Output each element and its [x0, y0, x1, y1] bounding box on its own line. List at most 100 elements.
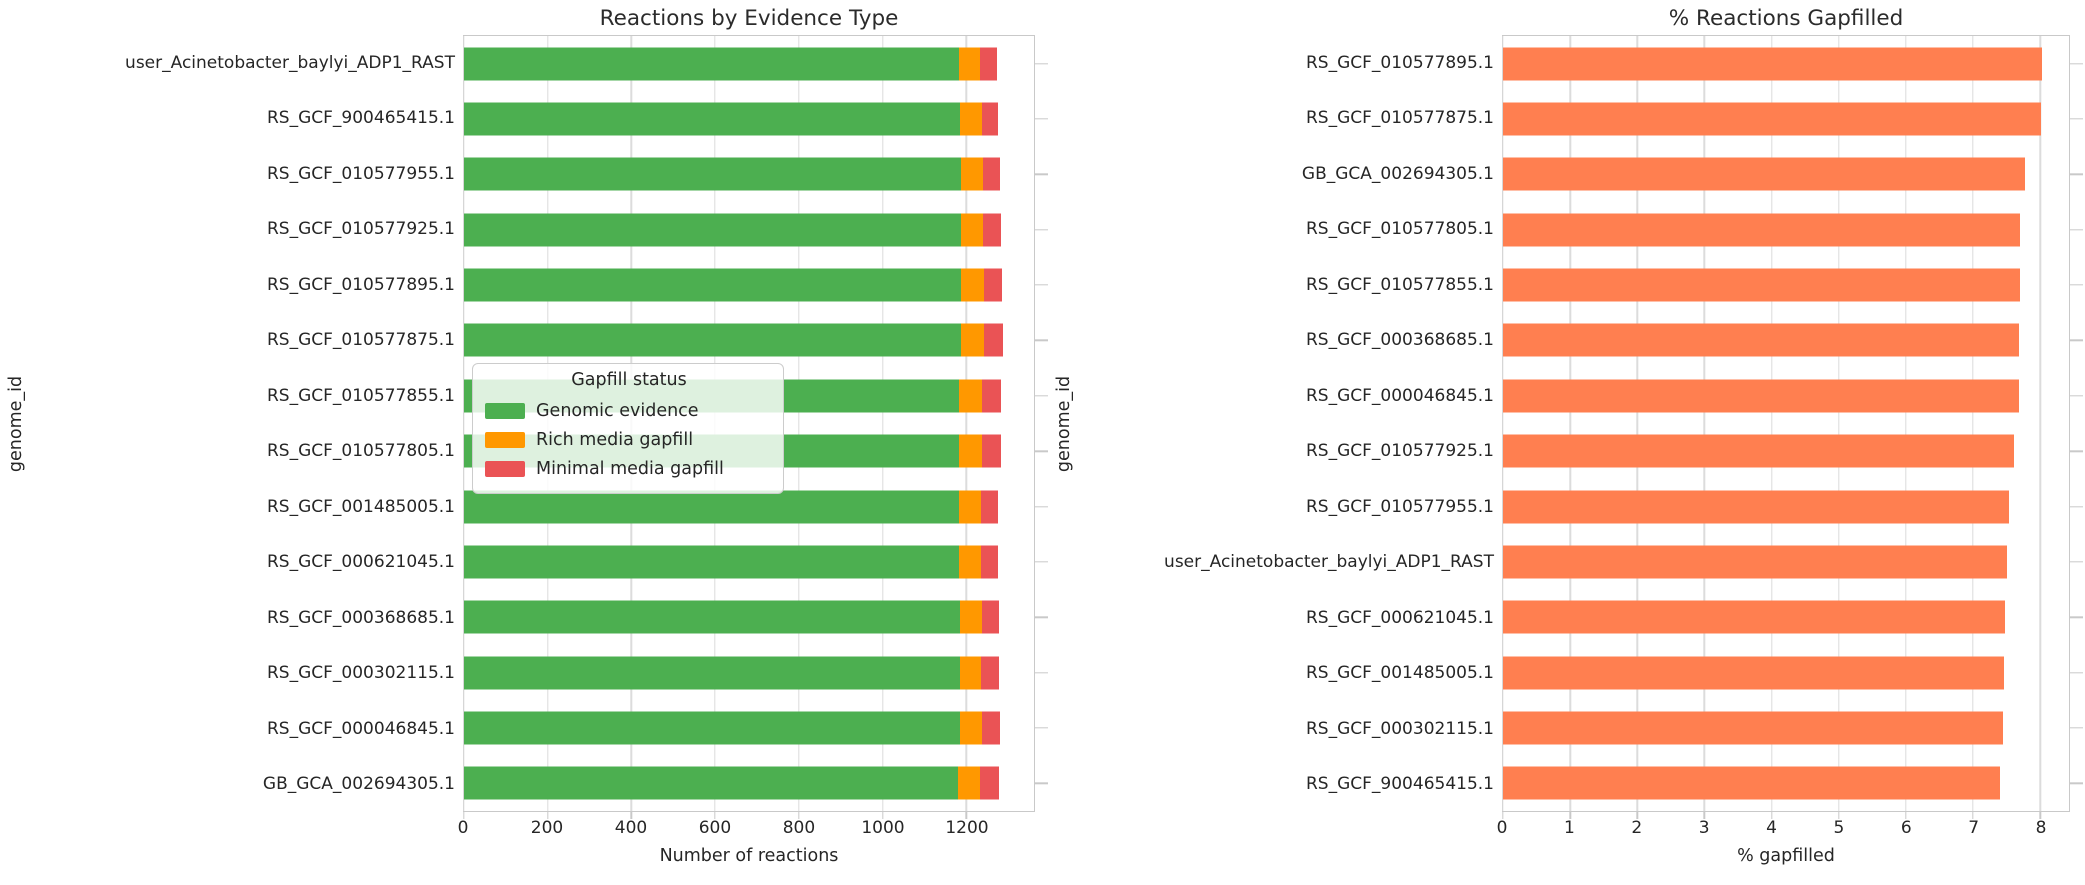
y-tick-mark — [1034, 616, 1048, 618]
bar-segment-minimal-media-gapfill — [984, 268, 1003, 302]
bar-row — [1503, 36, 2069, 91]
bar-segment-genomic-evidence — [464, 766, 958, 800]
bar-segment-genomic-evidence — [464, 47, 959, 81]
bar — [1503, 157, 2026, 191]
bar-segment-minimal-media-gapfill — [980, 490, 999, 524]
legend-swatch — [485, 431, 525, 448]
bar — [1503, 323, 2020, 357]
category-label: RS_GCF_010577855.1 — [267, 385, 455, 406]
x-tick-mark — [463, 811, 465, 819]
gridline — [1838, 36, 1840, 811]
bar-row — [464, 700, 1034, 755]
gapfill-legend: Gapfill status Genomic evidence Rich medi… — [472, 363, 784, 494]
bar-segment-minimal-media-gapfill — [980, 766, 1000, 800]
x-tick-mark — [965, 811, 967, 819]
legend-entry: Rich media gapfill — [485, 425, 773, 454]
gridline — [1502, 36, 1504, 811]
bar-segment-genomic-evidence — [464, 711, 960, 745]
x-tick-mark — [1905, 811, 1907, 819]
bar-row — [464, 36, 1034, 91]
x-tick-label: 3 — [1698, 818, 1710, 838]
x-tick-label: 1200 — [945, 818, 989, 838]
left-category-labels: user_Acinetobacter_baylyi_ADP1_RAST RS_GC… — [0, 35, 455, 812]
y-tick-mark — [1034, 62, 1048, 65]
bar — [1503, 490, 2010, 524]
category-label: RS_GCF_010577925.1 — [267, 219, 455, 240]
category-label: RS_GCF_000302115.1 — [1306, 718, 1494, 739]
y-tick-mark — [2069, 505, 2083, 508]
right-chart-title: % Reactions Gapfilled — [1668, 6, 1904, 31]
bar-row — [1503, 645, 2069, 700]
bar-segment-minimal-media-gapfill — [981, 102, 998, 136]
bar-segment-genomic-evidence — [464, 157, 961, 191]
bar-row — [464, 590, 1034, 645]
bar-segment-genomic-evidence — [464, 656, 960, 690]
category-label: user_Acinetobacter_baylyi_ADP1_RAST — [125, 52, 455, 73]
x-tick-label: 6 — [1900, 818, 1912, 838]
right-bar-layer — [1503, 36, 2083, 811]
category-label: RS_GCF_010577805.1 — [1306, 219, 1494, 240]
y-tick-mark — [2069, 616, 2083, 618]
gridline — [798, 36, 800, 811]
category-label: RS_GCF_900465415.1 — [1306, 774, 1494, 795]
x-tick-label: 1 — [1563, 818, 1575, 838]
bar — [1503, 102, 2042, 136]
bar-row — [464, 645, 1034, 700]
bar-row — [464, 257, 1034, 312]
y-tick-mark — [1034, 505, 1048, 508]
right-xtick-labels: 0 1 2 3 4 5 6 7 8 — [1497, 818, 2070, 842]
legend-swatch — [485, 402, 525, 419]
bar — [1503, 600, 2005, 634]
bar-segment-rich-media-gapfill — [960, 157, 983, 191]
bar-row — [464, 91, 1034, 146]
bar — [1503, 379, 2019, 413]
gridline — [1905, 36, 1907, 811]
gridline — [1770, 36, 1773, 811]
bar-segment-rich-media-gapfill — [959, 545, 981, 579]
x-tick-mark — [1838, 811, 1840, 819]
y-tick-mark — [1034, 727, 1048, 729]
bar-segment-minimal-media-gapfill — [984, 323, 1003, 357]
bar-row — [1503, 700, 2069, 755]
bar-row — [1503, 756, 2069, 811]
x-tick-mark — [2039, 811, 2041, 819]
x-tick-label: 7 — [1968, 818, 1980, 838]
category-label: RS_GCF_010577805.1 — [267, 441, 455, 462]
legend-label: Genomic evidence — [536, 400, 699, 421]
y-tick-mark — [1034, 395, 1048, 397]
bar-row — [464, 479, 1034, 534]
gridline — [881, 36, 884, 811]
bar-segment-rich-media-gapfill — [959, 656, 982, 690]
category-label: RS_GCF_000368685.1 — [1306, 330, 1494, 351]
y-tick-mark — [1034, 173, 1048, 176]
bar-segment-genomic-evidence — [464, 213, 961, 247]
bar-segment-genomic-evidence — [464, 323, 962, 357]
left-chart-title: Reactions by Evidence Type — [599, 6, 899, 31]
gridline — [1636, 36, 1638, 811]
y-tick-mark — [2069, 173, 2083, 176]
bar-segment-rich-media-gapfill — [961, 323, 985, 357]
bar-segment-minimal-media-gapfill — [982, 434, 1001, 468]
y-tick-mark — [1034, 229, 1048, 231]
bar-segment-rich-media-gapfill — [959, 490, 981, 524]
y-tick-mark — [1034, 339, 1048, 342]
y-tick-mark — [2069, 339, 2083, 342]
bar-segment-minimal-media-gapfill — [981, 656, 999, 690]
bar-row — [1503, 590, 2069, 645]
x-tick-mark — [546, 811, 549, 819]
gridline — [965, 36, 967, 811]
x-tick-mark — [1569, 811, 1571, 819]
x-tick-label: 8 — [2035, 818, 2047, 838]
left-x-axis-label: Number of reactions — [659, 846, 839, 866]
x-tick-mark — [798, 811, 800, 819]
bar-segment-rich-media-gapfill — [959, 711, 983, 745]
bar — [1503, 434, 2014, 468]
bar-segment-rich-media-gapfill — [958, 47, 980, 81]
x-tick-label: 200 — [530, 818, 564, 838]
bar-segment-rich-media-gapfill — [961, 268, 985, 302]
bar — [1503, 213, 2020, 247]
bar-segment-genomic-evidence — [464, 490, 960, 524]
bar-segment-minimal-media-gapfill — [982, 157, 1001, 191]
y-tick-mark — [2069, 229, 2083, 231]
y-tick-mark — [2069, 782, 2083, 785]
